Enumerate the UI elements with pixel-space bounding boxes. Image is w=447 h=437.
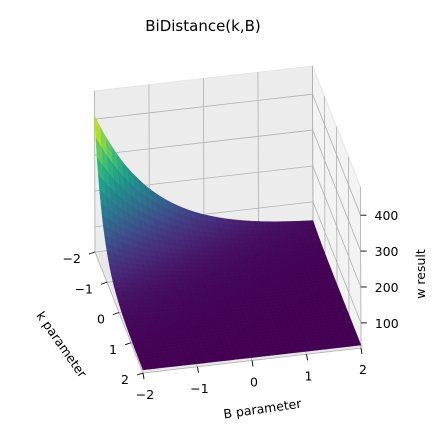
surface-patch [123, 317, 131, 323]
wall-gridline-z [312, 165, 362, 288]
y-tick-mark [197, 366, 199, 373]
y-tick-label: 2 [359, 362, 367, 377]
y-tick-label: −2 [136, 387, 154, 402]
y-axis-label: B parameter [222, 396, 303, 422]
surface-patch [121, 310, 129, 316]
chart-title: BiDistance(k,B) [145, 17, 261, 35]
surface-patch [111, 275, 119, 283]
surface-patch [116, 295, 124, 300]
surface-patch [118, 303, 126, 308]
surface-patch [112, 281, 120, 287]
wall-gridline-z [312, 201, 362, 324]
wall-gridline-z [94, 93, 313, 120]
surface-patch [122, 314, 130, 319]
y-tick-mark [360, 347, 363, 355]
x-tick-label: 2 [121, 372, 129, 387]
surface [94, 115, 362, 371]
x-tick-mark [124, 342, 132, 346]
wall-gridline-z [312, 94, 361, 216]
surface-patch [124, 321, 132, 326]
y-tick-label: 0 [250, 375, 258, 390]
y-tick-label: −1 [190, 381, 208, 396]
y-tick-mark [251, 360, 254, 367]
x-tick-mark [112, 312, 120, 315]
x-tick-mark [88, 251, 96, 255]
z-tick-label: 100 [375, 316, 399, 331]
surface-patch [117, 299, 125, 304]
surface-patch [141, 365, 149, 371]
surface-patch [119, 307, 128, 312]
y-tick-label: 1 [305, 368, 313, 383]
x-tick-mark [136, 372, 144, 376]
x-tick-label: −1 [75, 281, 93, 296]
z-tick-label: 400 [375, 208, 399, 223]
x-axis-label: k parameter [33, 308, 90, 381]
x-tick-label: 0 [97, 312, 105, 327]
z-axis-label: w result [413, 249, 428, 299]
wall-gridline-b [312, 65, 314, 228]
x-tick-label: −2 [63, 251, 81, 266]
z-tick-label: 200 [375, 280, 399, 295]
wall-gridline-z [94, 129, 313, 156]
wall-gridline-z [312, 129, 362, 252]
x-tick-mark [100, 281, 108, 285]
surface-patch [113, 286, 122, 292]
wall-gridline-b [257, 72, 259, 234]
wall-gridline-k [348, 156, 350, 318]
z-tick-label: 300 [375, 244, 399, 259]
wall-gridline-k [360, 186, 362, 349]
y-tick-mark [142, 372, 145, 380]
wall-gridline-k [336, 126, 338, 288]
y-tick-mark [306, 354, 308, 361]
wall-gridline-k [324, 96, 326, 258]
x-tick-label: 1 [109, 342, 117, 357]
surface-patch [115, 290, 123, 296]
wall-gridline-b [203, 78, 205, 240]
